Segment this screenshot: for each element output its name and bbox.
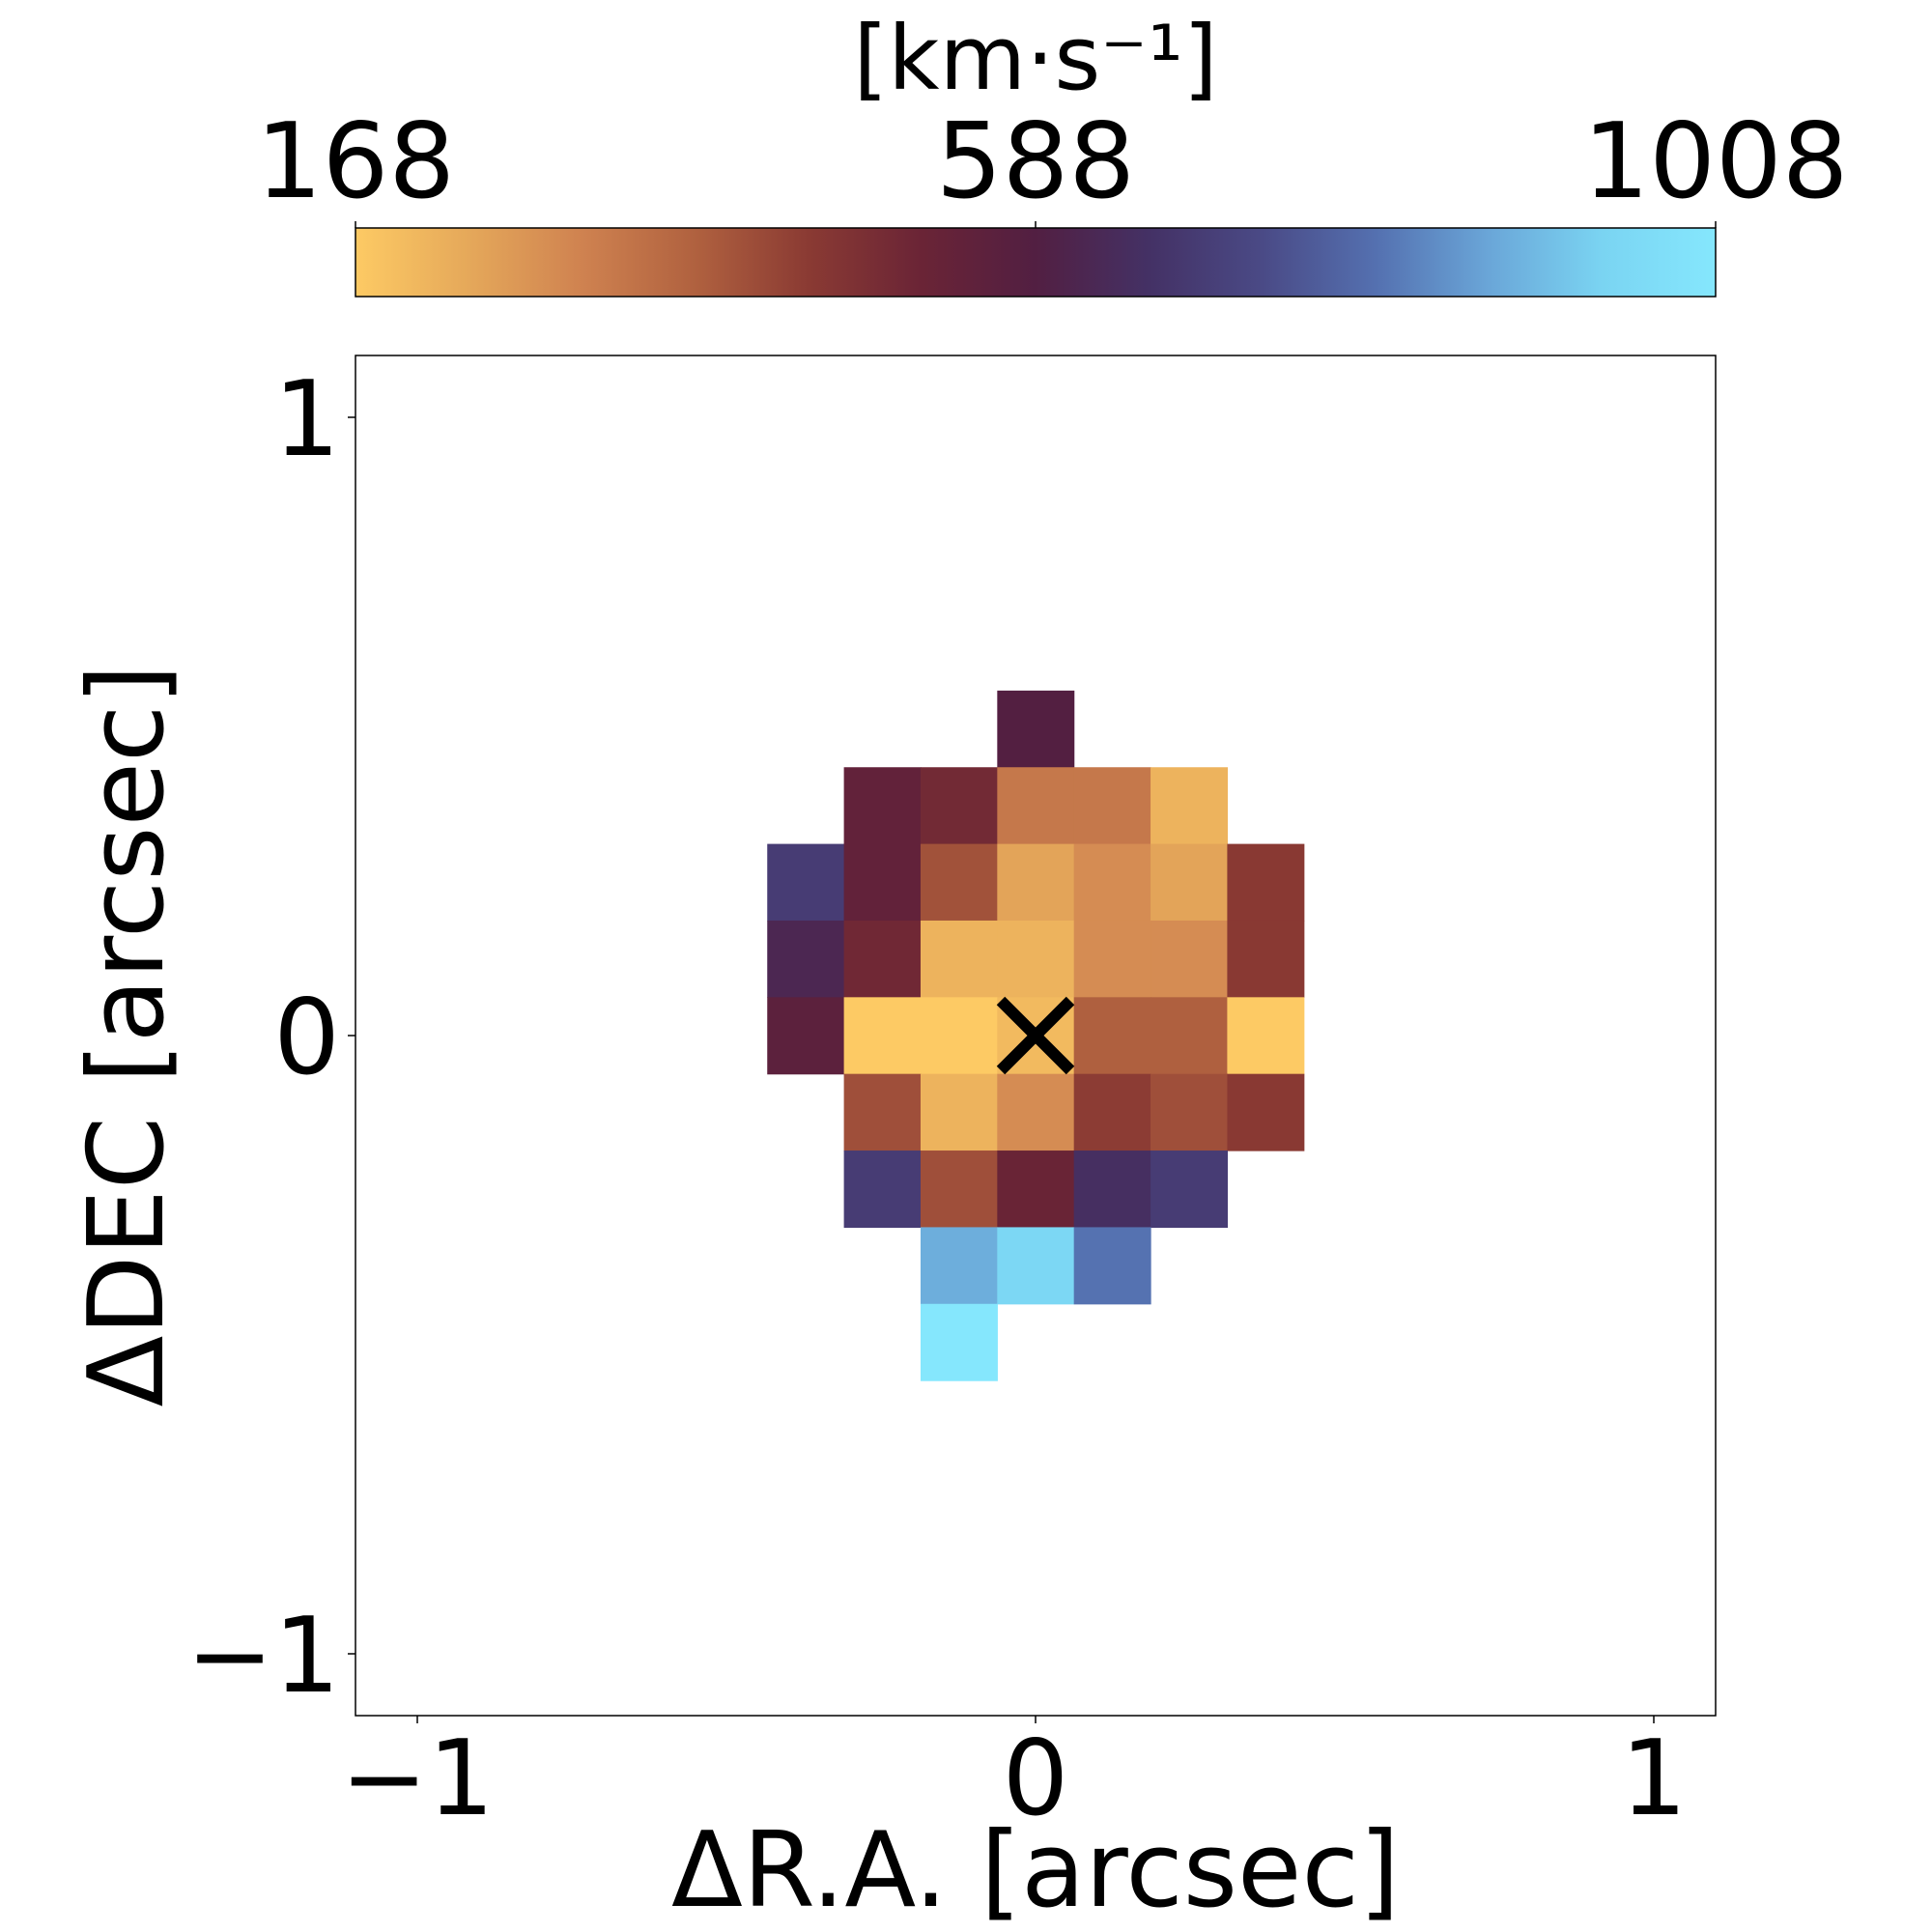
map-pixel bbox=[920, 920, 998, 998]
map-pixel bbox=[920, 1151, 998, 1228]
x-axis-label: ΔR.A. [arcsec] bbox=[671, 1810, 1400, 1931]
map-pixel bbox=[1151, 1151, 1228, 1228]
map-pixel bbox=[1073, 997, 1151, 1075]
map-pixel bbox=[1073, 767, 1151, 845]
x-tick-label: −1 bbox=[340, 1719, 494, 1839]
map-pixel bbox=[843, 920, 922, 998]
map-pixel bbox=[1227, 920, 1305, 998]
map-pixel bbox=[920, 1073, 998, 1151]
map-pixel bbox=[843, 997, 922, 1075]
map-pixel bbox=[997, 767, 1075, 845]
map-pixel bbox=[920, 1227, 998, 1305]
colorbar-gradient bbox=[355, 227, 1717, 298]
map-pixel bbox=[997, 1227, 1075, 1305]
x-tick-label: 1 bbox=[1621, 1719, 1688, 1839]
map-pixel bbox=[1151, 920, 1228, 998]
map-pixel bbox=[997, 843, 1075, 922]
map-pixel bbox=[1073, 1073, 1151, 1151]
map-pixel bbox=[997, 920, 1075, 998]
map-pixel bbox=[920, 767, 998, 845]
map-pixel bbox=[843, 767, 922, 845]
map-pixel bbox=[997, 690, 1075, 768]
map-pixel bbox=[1151, 997, 1228, 1075]
map-pixel bbox=[1151, 1073, 1228, 1151]
map-pixel bbox=[767, 920, 845, 998]
map-pixel bbox=[1073, 1227, 1151, 1305]
y-tick-label: 1 bbox=[273, 359, 340, 480]
y-tick-label: 0 bbox=[273, 978, 340, 1098]
plot-area: −1 0 1 −1 0 1 ΔR.A. [arcsec] ΔDEC [arcsec] bbox=[67, 355, 1717, 1931]
map-pixel bbox=[920, 843, 998, 922]
map-pixel bbox=[843, 843, 922, 922]
map-pixel bbox=[1227, 843, 1305, 922]
map-pixel bbox=[843, 1073, 922, 1151]
center-marker bbox=[996, 996, 1075, 1075]
map-pixel bbox=[920, 1303, 998, 1381]
map-pixel bbox=[1227, 997, 1305, 1075]
colorbar-label: [km·s⁻¹] bbox=[853, 7, 1217, 110]
map-pixel bbox=[767, 843, 845, 922]
map-pixel bbox=[1151, 843, 1228, 922]
map-pixel bbox=[920, 997, 998, 1075]
map-pixel bbox=[843, 1151, 922, 1228]
colorbar-tick-label: 1008 bbox=[1583, 101, 1849, 222]
map-pixel bbox=[997, 1073, 1075, 1151]
colorbar-tick-label: 588 bbox=[936, 101, 1135, 222]
map-pixel bbox=[1073, 920, 1151, 998]
map-pixel bbox=[1073, 1151, 1151, 1228]
map-pixel bbox=[767, 997, 845, 1075]
map-pixel bbox=[997, 1151, 1075, 1228]
map-pixel bbox=[1073, 843, 1151, 922]
y-tick-label: −1 bbox=[186, 1596, 340, 1717]
x-tick-label: 0 bbox=[1003, 1719, 1069, 1839]
map-pixel bbox=[1227, 1073, 1305, 1151]
colorbar-tick-label: 168 bbox=[256, 101, 455, 222]
colorbar: [km·s⁻¹] 168 588 1008 bbox=[256, 7, 1849, 298]
y-axis-label: ΔDEC [arcsec] bbox=[67, 665, 187, 1407]
map-pixel bbox=[1151, 767, 1228, 845]
